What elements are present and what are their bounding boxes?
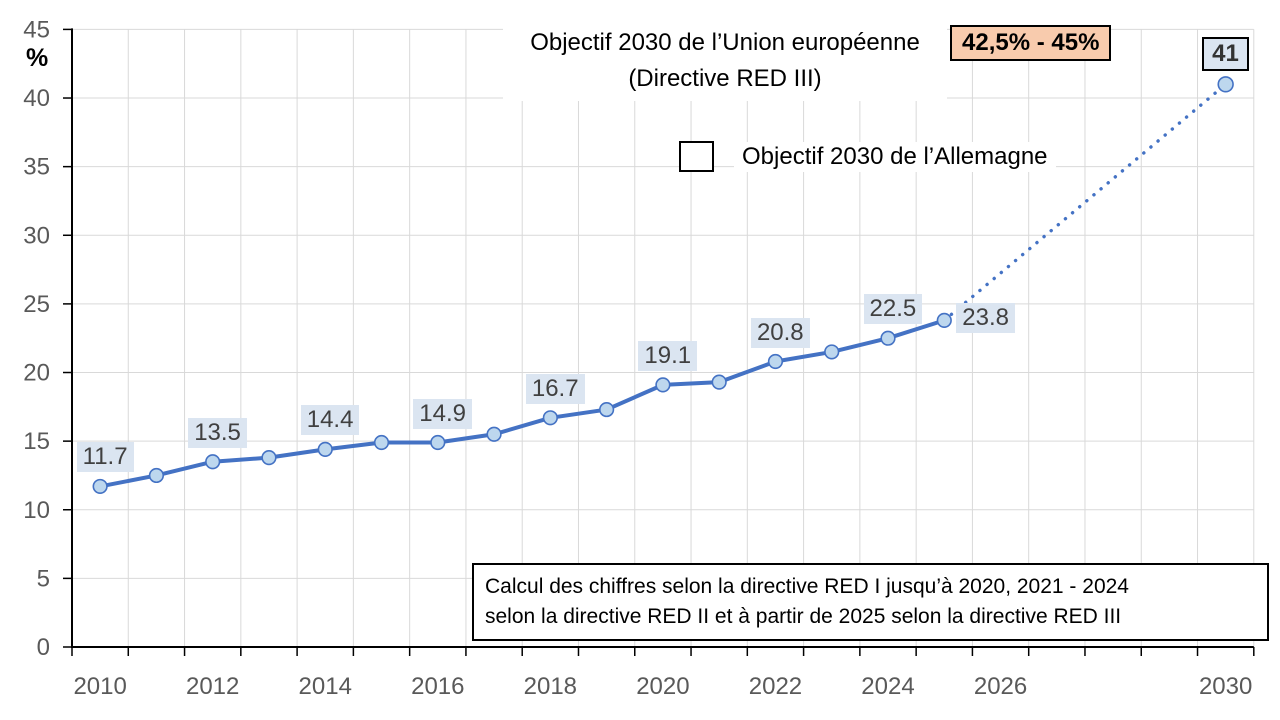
note-line-2: selon la directive RED II et à partir de… — [485, 605, 1122, 628]
chart-title: Objectif 2030 de l’Union européenne — [530, 29, 920, 56]
eu-target-badge: 42,5% - 45% — [950, 25, 1112, 61]
data-point-marker — [655, 377, 671, 393]
x-tick-label: 2026 — [974, 673, 1027, 700]
x-tick-label: 2020 — [636, 673, 689, 700]
y-axis-unit-label: % — [26, 44, 48, 72]
data-point-marker — [92, 478, 108, 495]
data-point-marker — [430, 434, 446, 451]
historical-line — [99, 318, 945, 489]
data-point-markers — [92, 76, 1234, 495]
data-point-marker — [880, 330, 896, 346]
data-point-marker — [599, 401, 615, 418]
x-tick-label: 2012 — [186, 673, 239, 700]
y-tick-label: 35 — [23, 154, 50, 181]
x-tick-label: 2018 — [524, 673, 577, 700]
x-tick-label: 2010 — [73, 673, 126, 700]
y-tick-label: 45 — [23, 16, 50, 43]
data-point-marker — [373, 434, 390, 451]
x-tick-label: 2014 — [299, 673, 352, 700]
data-point-marker — [824, 344, 840, 360]
y-tick-label: 10 — [23, 497, 50, 524]
legend: Objectif 2030 de l’Allemagne — [679, 141, 1056, 172]
chart-title-block: Objectif 2030 de l’Union européenne (Dir… — [503, 20, 947, 101]
y-tick-label: 40 — [23, 85, 50, 112]
y-tick-label: 20 — [23, 360, 50, 387]
y-tick-label: 25 — [23, 291, 50, 318]
note-box: Calcul des chiffres selon la directive R… — [472, 563, 1269, 641]
data-point-marker — [261, 450, 277, 466]
target-point-marker — [1217, 76, 1234, 93]
projection-dotted-line — [942, 82, 1228, 323]
note-line-1: Calcul des chiffres selon la directive R… — [485, 575, 1129, 598]
gridlines — [72, 28, 1255, 647]
x-tick-label: 2022 — [749, 673, 802, 700]
data-point-marker — [542, 410, 558, 426]
y-tick-label: 15 — [23, 428, 50, 455]
y-tick-label: 0 — [37, 634, 50, 661]
data-point-marker — [148, 467, 165, 484]
data-point-marker — [767, 353, 784, 370]
legend-label: Objectif 2030 de l’Allemagne — [734, 141, 1056, 172]
data-point-marker — [317, 441, 333, 457]
data-point-marker — [486, 426, 502, 442]
x-tick-label: 2024 — [861, 673, 914, 700]
data-point-marker — [205, 454, 221, 470]
data-point-marker — [936, 312, 952, 328]
y-tick-label: 30 — [23, 222, 50, 249]
tick-labels: 0 5 10 15 20 25 30 35 40 45 2010 2012 2014 2016 2018 20… — [23, 16, 1252, 700]
axes — [63, 28, 1255, 656]
y-tick-label: 5 — [37, 565, 50, 592]
chart-subtitle: (Directive RED III) — [628, 65, 822, 92]
x-tick-label: 2030 — [1199, 673, 1252, 700]
data-point-marker — [711, 374, 727, 390]
legend-marker-open-square-icon — [679, 141, 714, 172]
x-tick-label: 2016 — [411, 673, 464, 700]
